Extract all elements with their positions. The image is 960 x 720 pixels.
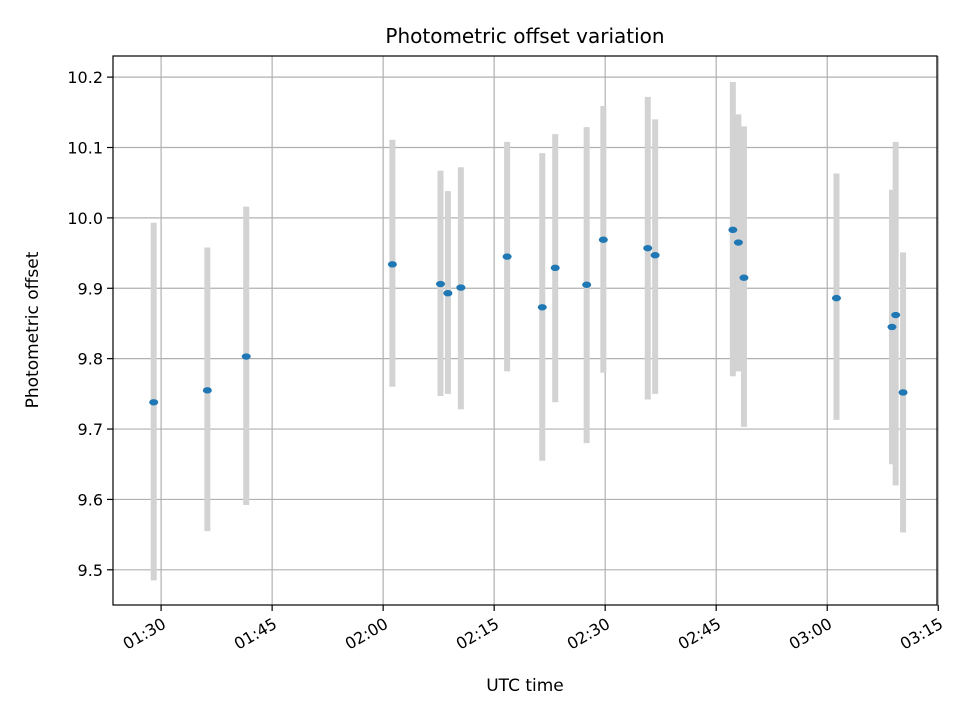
data-point xyxy=(733,239,743,246)
data-point xyxy=(443,289,453,297)
data-point xyxy=(887,323,897,331)
data-point xyxy=(831,294,841,302)
data-point xyxy=(537,304,547,311)
data-point xyxy=(550,264,560,272)
x-axis-label: UTC time xyxy=(486,676,564,696)
y-tick-label: 9.6 xyxy=(78,490,103,509)
data-point xyxy=(502,253,512,260)
y-tick-label: 10.0 xyxy=(67,209,103,228)
data-point xyxy=(582,281,592,288)
plot-frame xyxy=(112,55,938,606)
data-point xyxy=(436,280,446,288)
data-point xyxy=(456,284,466,291)
data-point xyxy=(891,311,901,319)
data-point xyxy=(241,353,251,360)
data-point xyxy=(650,251,660,259)
y-tick-label: 10.2 xyxy=(67,68,103,87)
y-tick-label: 9.7 xyxy=(78,420,103,439)
data-point xyxy=(202,387,212,394)
data-point xyxy=(728,226,738,234)
y-tick-label: 10.1 xyxy=(67,139,103,158)
data-point xyxy=(598,236,608,243)
data-point xyxy=(898,389,908,396)
y-axis-ticks: 9.5 9.6 9.7 9.8 9.9 10.0 10.1 10.2 xyxy=(67,68,113,580)
chart-title: Photometric offset variation xyxy=(385,24,664,48)
y-tick-label: 9.9 xyxy=(78,279,103,298)
y-tick-label: 9.8 xyxy=(78,350,103,369)
data-points xyxy=(149,226,908,406)
data-point xyxy=(739,274,749,281)
data-point xyxy=(643,244,653,252)
data-point xyxy=(387,261,397,268)
y-axis-label: Photometric offset xyxy=(23,251,43,408)
data-point xyxy=(149,399,159,406)
y-tick-label: 9.5 xyxy=(78,561,103,580)
